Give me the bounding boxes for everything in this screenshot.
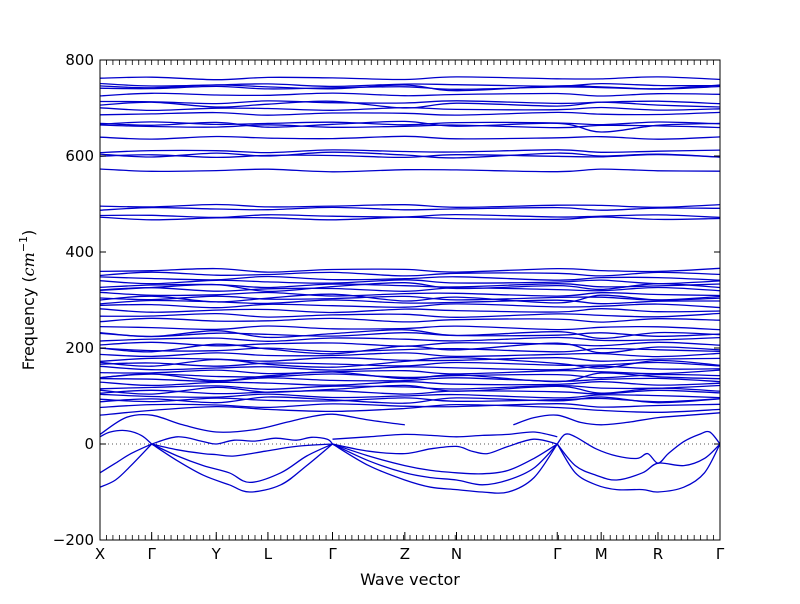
band-line (151, 436, 333, 445)
band-lines-layer (99, 76, 721, 494)
band-line (99, 325, 721, 331)
band-line (151, 443, 333, 457)
band-line (99, 329, 721, 340)
band-line (99, 92, 721, 97)
band-line (99, 443, 152, 474)
x-tick-label: Z (400, 545, 410, 563)
band-line (99, 135, 721, 140)
band-line (99, 100, 721, 109)
band-line (99, 443, 153, 488)
band-line (99, 111, 721, 116)
band-line (332, 438, 558, 455)
band-line (99, 413, 405, 435)
x-tick-label: Γ (147, 545, 156, 563)
band-line (99, 361, 721, 367)
band-line (99, 384, 721, 395)
y-axis-label: Frequency (cm−1) (17, 230, 38, 371)
band-line (99, 124, 721, 129)
band-line (99, 303, 721, 309)
band-line (99, 393, 721, 399)
band-line (99, 356, 721, 369)
band-line (99, 120, 721, 133)
band-line (99, 293, 721, 304)
band-line (99, 295, 721, 301)
x-tick-label: Γ (716, 545, 725, 563)
band-line (99, 203, 721, 208)
band-line (99, 347, 721, 353)
band-line (99, 279, 721, 285)
band-line (99, 168, 721, 173)
x-tick-label: X (95, 545, 105, 563)
band-line (99, 381, 721, 387)
band-line (99, 216, 721, 221)
x-axis-label: Wave vector (360, 570, 460, 589)
band-line (99, 357, 721, 363)
band-line (99, 76, 721, 81)
band-line (99, 369, 721, 375)
band-line (99, 271, 721, 277)
band-line (99, 373, 721, 379)
band-line (99, 312, 721, 318)
band-line (99, 389, 721, 395)
band-line (99, 291, 721, 297)
y-tick-label: 200 (65, 339, 94, 357)
band-line (99, 282, 721, 293)
band-line (151, 443, 333, 493)
x-tick-label: R (653, 545, 663, 563)
y-tick-label: 600 (65, 147, 94, 165)
y-tick-label: −200 (53, 531, 94, 549)
band-line (99, 336, 721, 342)
band-line (99, 267, 721, 273)
band-line (99, 151, 721, 159)
x-tick-label: Γ (328, 545, 337, 563)
band-line (513, 412, 721, 426)
x-tick-label: Γ (553, 545, 562, 563)
x-tick-label: Y (211, 545, 222, 563)
band-line (556, 443, 721, 493)
band-line (332, 431, 558, 440)
band-line (99, 352, 721, 358)
y-axis-label-exponent: −1 (17, 236, 30, 252)
x-tick-label: M (595, 545, 608, 563)
band-line (556, 443, 721, 481)
band-line (99, 332, 721, 338)
band-line (99, 371, 721, 383)
band-line (99, 317, 721, 323)
band-line (99, 308, 721, 314)
band-line (99, 377, 721, 383)
y-tick-label: 0 (84, 435, 94, 453)
y-tick-label: 400 (65, 243, 94, 261)
x-tick-label: L (264, 545, 273, 563)
band-line (99, 275, 721, 281)
band-line (99, 365, 721, 371)
band-line (99, 206, 721, 211)
band-line (99, 403, 721, 409)
band-line (99, 429, 153, 445)
band-line (556, 430, 721, 464)
band-line (99, 396, 721, 404)
band-line (332, 443, 558, 475)
band-line (99, 403, 721, 416)
band-line (99, 121, 721, 126)
band-line (332, 443, 558, 486)
band-line (99, 342, 721, 355)
band-line (151, 443, 333, 484)
y-tick-label: 800 (65, 51, 94, 69)
y-axis-label-unit: cm (19, 252, 38, 276)
band-line (332, 443, 558, 494)
band-line (99, 84, 721, 92)
x-tick-label: N (451, 545, 462, 563)
tick-labels-layer: −200 0 200 400 600 800 X Γ Y L Γ Z N Γ M R Γ (53, 51, 725, 563)
tick-marks-layer (99, 59, 721, 541)
band-line (99, 149, 721, 154)
y-axis-label-text: Frequency ( (19, 276, 38, 370)
band-line (99, 384, 721, 390)
band-line (99, 397, 721, 403)
band-line (99, 286, 721, 292)
y-axis-label-close: ) (19, 230, 38, 236)
